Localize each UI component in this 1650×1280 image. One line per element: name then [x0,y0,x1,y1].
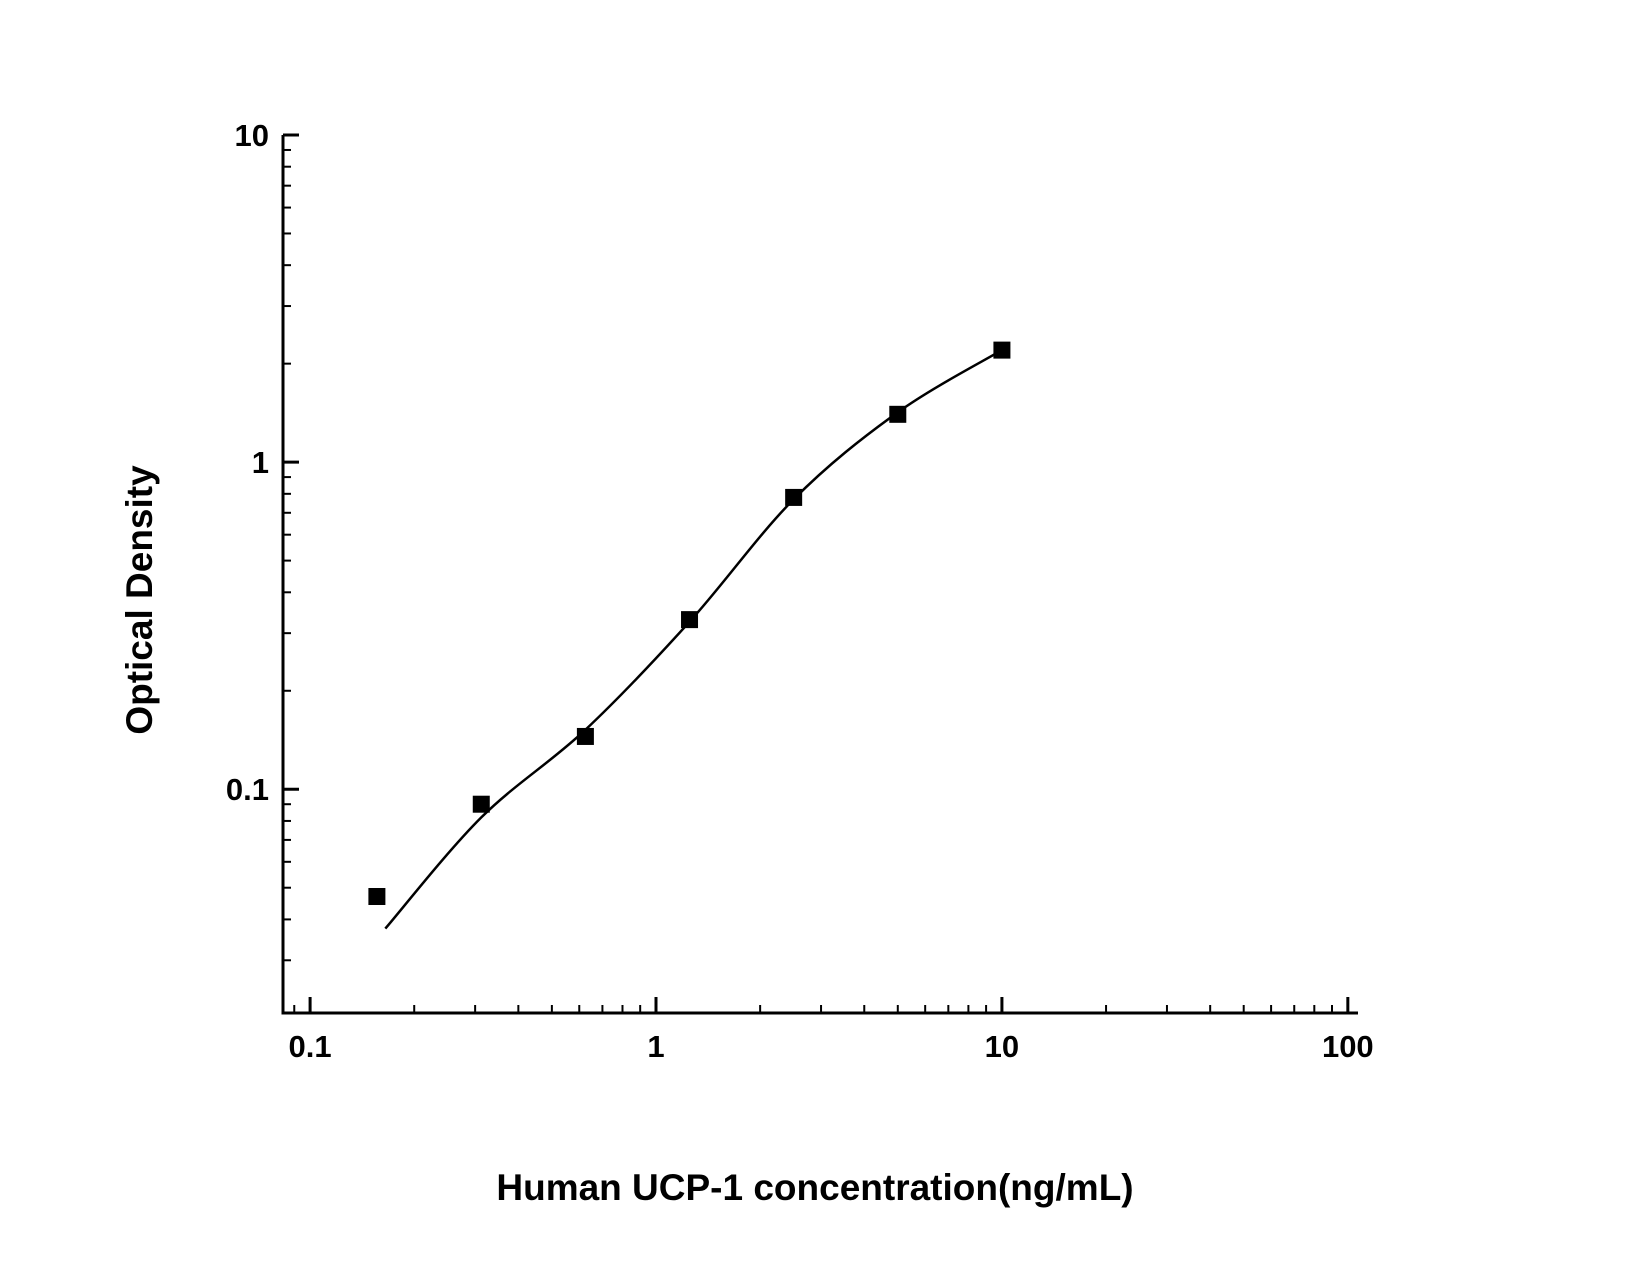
data-point-marker [576,727,594,745]
y-axis-title: Optical Density [119,465,160,735]
y-tick-label: 10 [235,118,269,153]
y-tick-label: 1 [252,445,269,480]
data-point-marker [472,795,490,813]
plot-area: 0.1 1 10 100 0.1 1 10 [226,118,1374,1064]
x-axis-title: Human UCP-1 concentration(ng/mL) [496,1167,1133,1208]
x-tick-label: 1 [647,1029,664,1064]
axis-spines [281,135,1358,1015]
data-point-marker [681,611,699,629]
x-tick-label: 0.1 [289,1029,332,1064]
y-tick-label: 0.1 [226,772,269,807]
4pl-fit-line [384,349,1003,930]
data-point-marker [785,488,803,506]
data-point-marker [889,405,907,423]
x-tick-label: 10 [985,1029,1019,1064]
x-tick-label: 100 [1322,1029,1374,1064]
data-point-marker [368,888,386,906]
data-point-marker [993,341,1011,359]
